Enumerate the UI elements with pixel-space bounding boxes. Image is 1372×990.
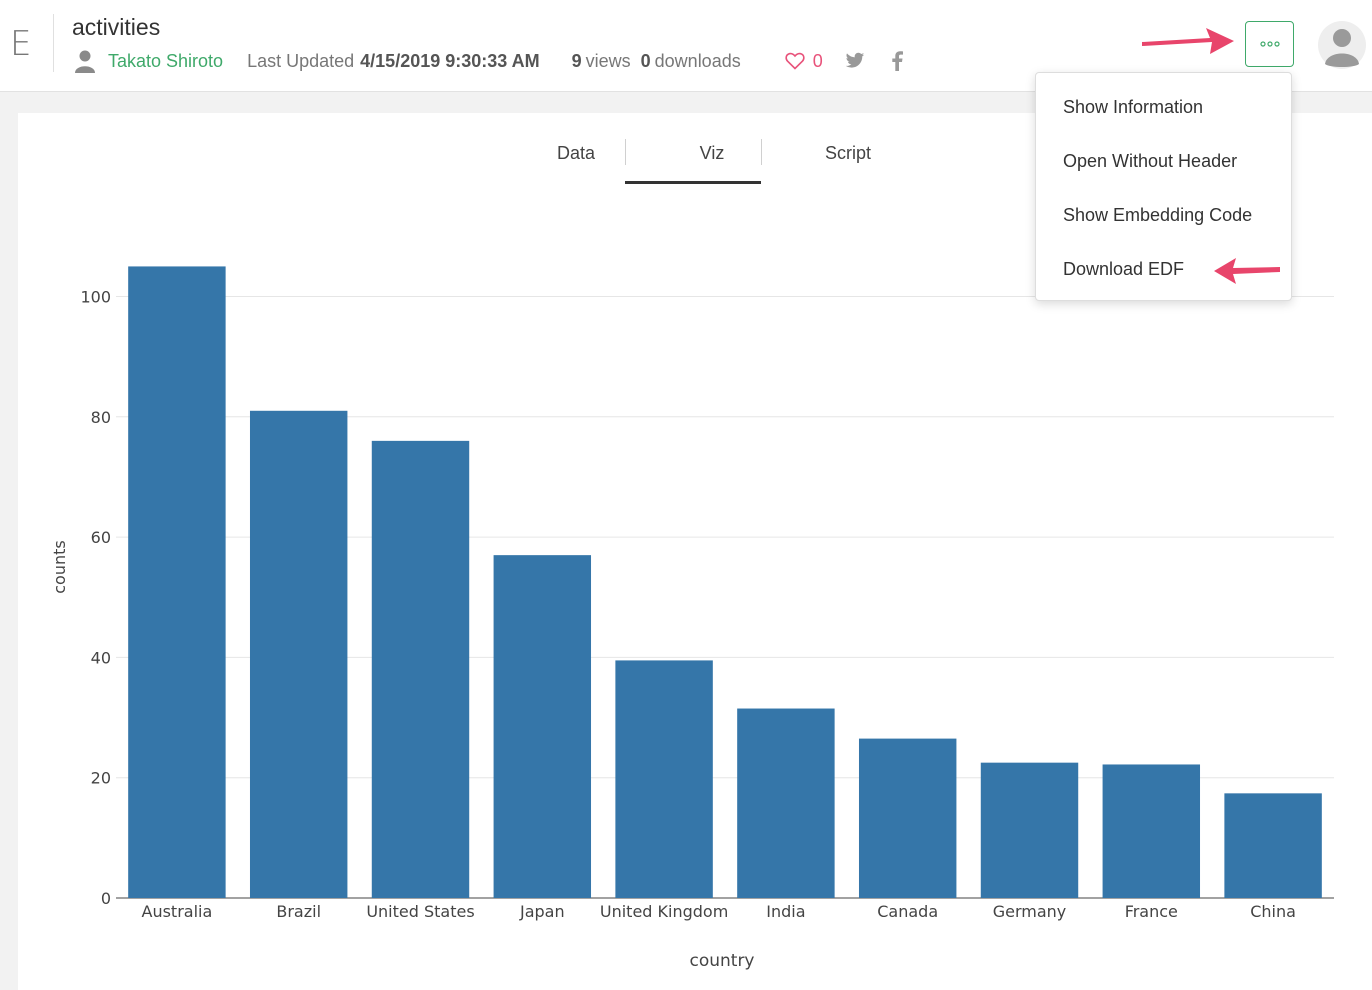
- twitter-icon[interactable]: [845, 52, 865, 70]
- y-tick-label: 0: [101, 889, 111, 908]
- y-tick-label: 80: [91, 408, 111, 427]
- tab-separator: [625, 139, 626, 165]
- active-tab-indicator: [625, 181, 761, 184]
- y-tick-label: 40: [91, 648, 111, 667]
- views-label: views: [585, 50, 631, 71]
- user-avatar[interactable]: [1318, 20, 1366, 70]
- more-options-menu: Show Information Open Without Header Sho…: [1035, 72, 1292, 301]
- annotation-arrow: [1142, 28, 1234, 54]
- x-tick-label: India: [766, 902, 805, 921]
- y-axis-label: counts: [50, 540, 69, 593]
- bar-france[interactable]: [1102, 764, 1201, 898]
- bar-china[interactable]: [1224, 793, 1322, 898]
- bar-india[interactable]: [737, 708, 835, 898]
- heart-icon[interactable]: [785, 52, 805, 70]
- bar-australia[interactable]: [128, 266, 226, 898]
- x-tick-label: Brazil: [276, 902, 321, 921]
- bar-united-states[interactable]: [371, 440, 470, 898]
- bar-united-kingdom[interactable]: [615, 660, 713, 898]
- facebook-icon[interactable]: [891, 51, 903, 71]
- x-tick-label: France: [1125, 902, 1178, 921]
- y-tick-label: 100: [80, 288, 111, 307]
- tab-data[interactable]: Data: [556, 143, 596, 163]
- x-tick-label: Germany: [993, 902, 1067, 921]
- bar-brazil[interactable]: [249, 410, 348, 898]
- bar-chart: 0 20 40 60 80 100 Australia Brazil United State…: [50, 266, 1334, 971]
- tab-viz[interactable]: Viz: [699, 143, 725, 163]
- more-options-button[interactable]: [1245, 21, 1294, 67]
- ellipsis-icon: [1259, 41, 1280, 47]
- menu-item-show-information[interactable]: Show Information: [1063, 97, 1204, 117]
- menu-item-show-embedding-code[interactable]: Show Embedding Code: [1063, 205, 1253, 225]
- logo-divider: [53, 14, 54, 72]
- menu-item-open-without-header[interactable]: Open Without Header: [1063, 151, 1238, 171]
- user-icon: [75, 50, 95, 73]
- y-tick-label: 20: [91, 769, 111, 788]
- bar-japan[interactable]: [493, 555, 592, 898]
- y-axis-ticks: 0 20 40 60 80 100: [80, 288, 111, 909]
- x-tick-label: Australia: [142, 902, 213, 921]
- x-axis-ticks: Australia Brazil United States Japan United …: [142, 902, 1296, 921]
- views-count: 9: [571, 50, 582, 71]
- downloads-count: 0: [640, 50, 651, 71]
- x-tick-label: China: [1250, 902, 1296, 921]
- x-tick-label: Japan: [519, 902, 565, 921]
- x-tick-label: United Kingdom: [600, 902, 728, 921]
- header: E activities Takato Shiroto Last Updated…: [0, 0, 1372, 92]
- x-tick-label: United States: [366, 902, 474, 921]
- last-updated-value: 4/15/2019 9:30:33 AM: [360, 50, 540, 71]
- x-axis-label: country: [689, 951, 754, 971]
- page-title: activities: [72, 14, 161, 40]
- annotation-arrow: [1214, 258, 1280, 284]
- chart-bars: [128, 266, 1322, 898]
- likes-count: 0: [812, 50, 823, 71]
- x-tick-label: Canada: [877, 902, 938, 921]
- menu-item-download-edf[interactable]: Download EDF: [1063, 259, 1185, 279]
- app-logo[interactable]: E: [10, 24, 32, 64]
- meta-row: Takato Shiroto Last Updated 4/15/2019 9:…: [74, 48, 903, 74]
- bar-germany[interactable]: [980, 762, 1079, 898]
- downloads-label: downloads: [654, 50, 741, 71]
- tab-separator: [761, 139, 762, 165]
- tab-script[interactable]: Script: [824, 143, 871, 163]
- y-tick-label: 60: [91, 528, 111, 547]
- tabs: Data Viz Script: [508, 113, 908, 185]
- bar-canada[interactable]: [858, 738, 957, 898]
- author-link[interactable]: Takato Shiroto: [108, 50, 224, 71]
- last-updated-label: Last Updated: [247, 50, 355, 71]
